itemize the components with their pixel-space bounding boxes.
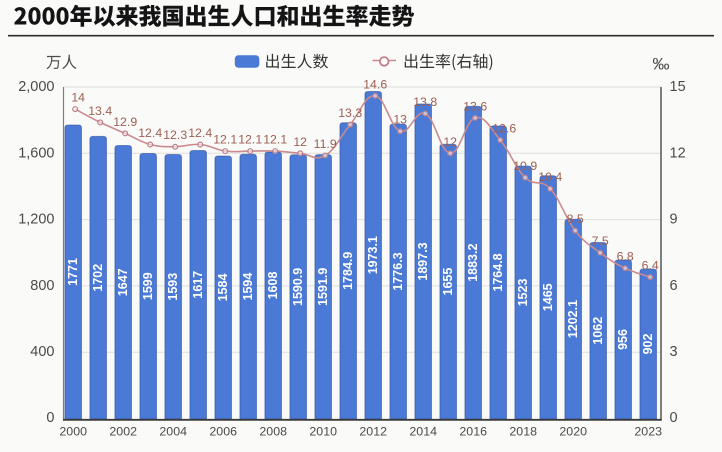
svg-text:12.6: 12.6 [492,122,516,136]
svg-text:400: 400 [30,344,54,360]
svg-text:2008: 2008 [259,425,287,439]
svg-text:1897.3: 1897.3 [416,242,430,280]
svg-text:6.4: 6.4 [642,259,659,273]
svg-text:2010: 2010 [309,425,337,439]
svg-text:1593: 1593 [166,273,180,301]
svg-text:12.1: 12.1 [213,133,237,147]
svg-text:2020: 2020 [559,425,587,439]
svg-text:2012: 2012 [359,425,387,439]
svg-text:15: 15 [670,79,686,95]
svg-text:13.6: 13.6 [463,99,487,113]
svg-text:12.4: 12.4 [188,126,212,140]
svg-text:12: 12 [293,135,307,149]
svg-text:13: 13 [393,113,407,127]
svg-text:7.5: 7.5 [592,234,609,248]
svg-text:3: 3 [670,344,678,360]
svg-text:1584: 1584 [216,274,230,302]
svg-text:2004: 2004 [159,425,187,439]
svg-text:1591.9: 1591.9 [316,268,330,306]
svg-text:902: 902 [641,334,655,355]
svg-text:12: 12 [670,145,686,161]
svg-text:1771: 1771 [66,258,80,286]
svg-text:13.8: 13.8 [413,95,437,109]
svg-text:0: 0 [46,410,54,426]
svg-text:13.3: 13.3 [338,106,362,120]
svg-text:12.9: 12.9 [113,115,137,129]
svg-text:1702: 1702 [91,264,105,292]
svg-text:6.8: 6.8 [617,250,634,264]
svg-text:1590.9: 1590.9 [291,268,305,306]
svg-text:1202.1: 1202.1 [566,300,580,338]
svg-text:1465: 1465 [541,283,555,311]
svg-text:12.1: 12.1 [238,133,262,147]
svg-text:10.4: 10.4 [538,170,562,184]
svg-text:2002: 2002 [109,425,137,439]
svg-text:1973.1: 1973.1 [366,236,380,274]
svg-text:0: 0 [670,410,678,426]
svg-text:1523: 1523 [516,279,530,307]
svg-text:12.1: 12.1 [263,133,287,147]
svg-text:1608: 1608 [266,272,280,300]
svg-text:956: 956 [616,329,630,350]
svg-text:10.9: 10.9 [513,159,537,173]
svg-text:1883.2: 1883.2 [466,244,480,282]
svg-text:13.4: 13.4 [88,104,112,118]
svg-text:14: 14 [71,91,85,105]
svg-text:‰: ‰ [653,54,670,73]
svg-text:2018: 2018 [509,425,537,439]
svg-text:2016: 2016 [459,425,487,439]
svg-text:1594: 1594 [241,273,255,301]
svg-text:1,600: 1,600 [18,145,54,161]
svg-text:1599: 1599 [141,272,155,300]
svg-text:12.4: 12.4 [138,126,162,140]
svg-text:2000: 2000 [59,425,87,439]
svg-text:2,000: 2,000 [18,79,54,95]
svg-text:12.3: 12.3 [163,128,187,142]
svg-text:9: 9 [670,212,678,228]
svg-text:1776.3: 1776.3 [391,252,405,290]
svg-text:11.9: 11.9 [314,137,337,151]
svg-text:800: 800 [30,278,54,294]
svg-text:14.6: 14.6 [363,77,387,91]
svg-text:12: 12 [443,135,457,149]
svg-text:2006: 2006 [209,425,237,439]
svg-text:1647: 1647 [116,268,130,296]
svg-text:2014: 2014 [409,425,437,439]
svg-text:6: 6 [670,278,678,294]
svg-text:1784.9: 1784.9 [341,252,355,290]
svg-text:1062: 1062 [591,317,605,345]
svg-text:2023: 2023 [634,425,662,439]
svg-text:8.5: 8.5 [567,212,584,226]
svg-text:1617: 1617 [191,271,205,299]
svg-text:1,200: 1,200 [18,212,54,228]
svg-text:1764.8: 1764.8 [491,253,505,291]
svg-text:1655: 1655 [441,268,455,296]
